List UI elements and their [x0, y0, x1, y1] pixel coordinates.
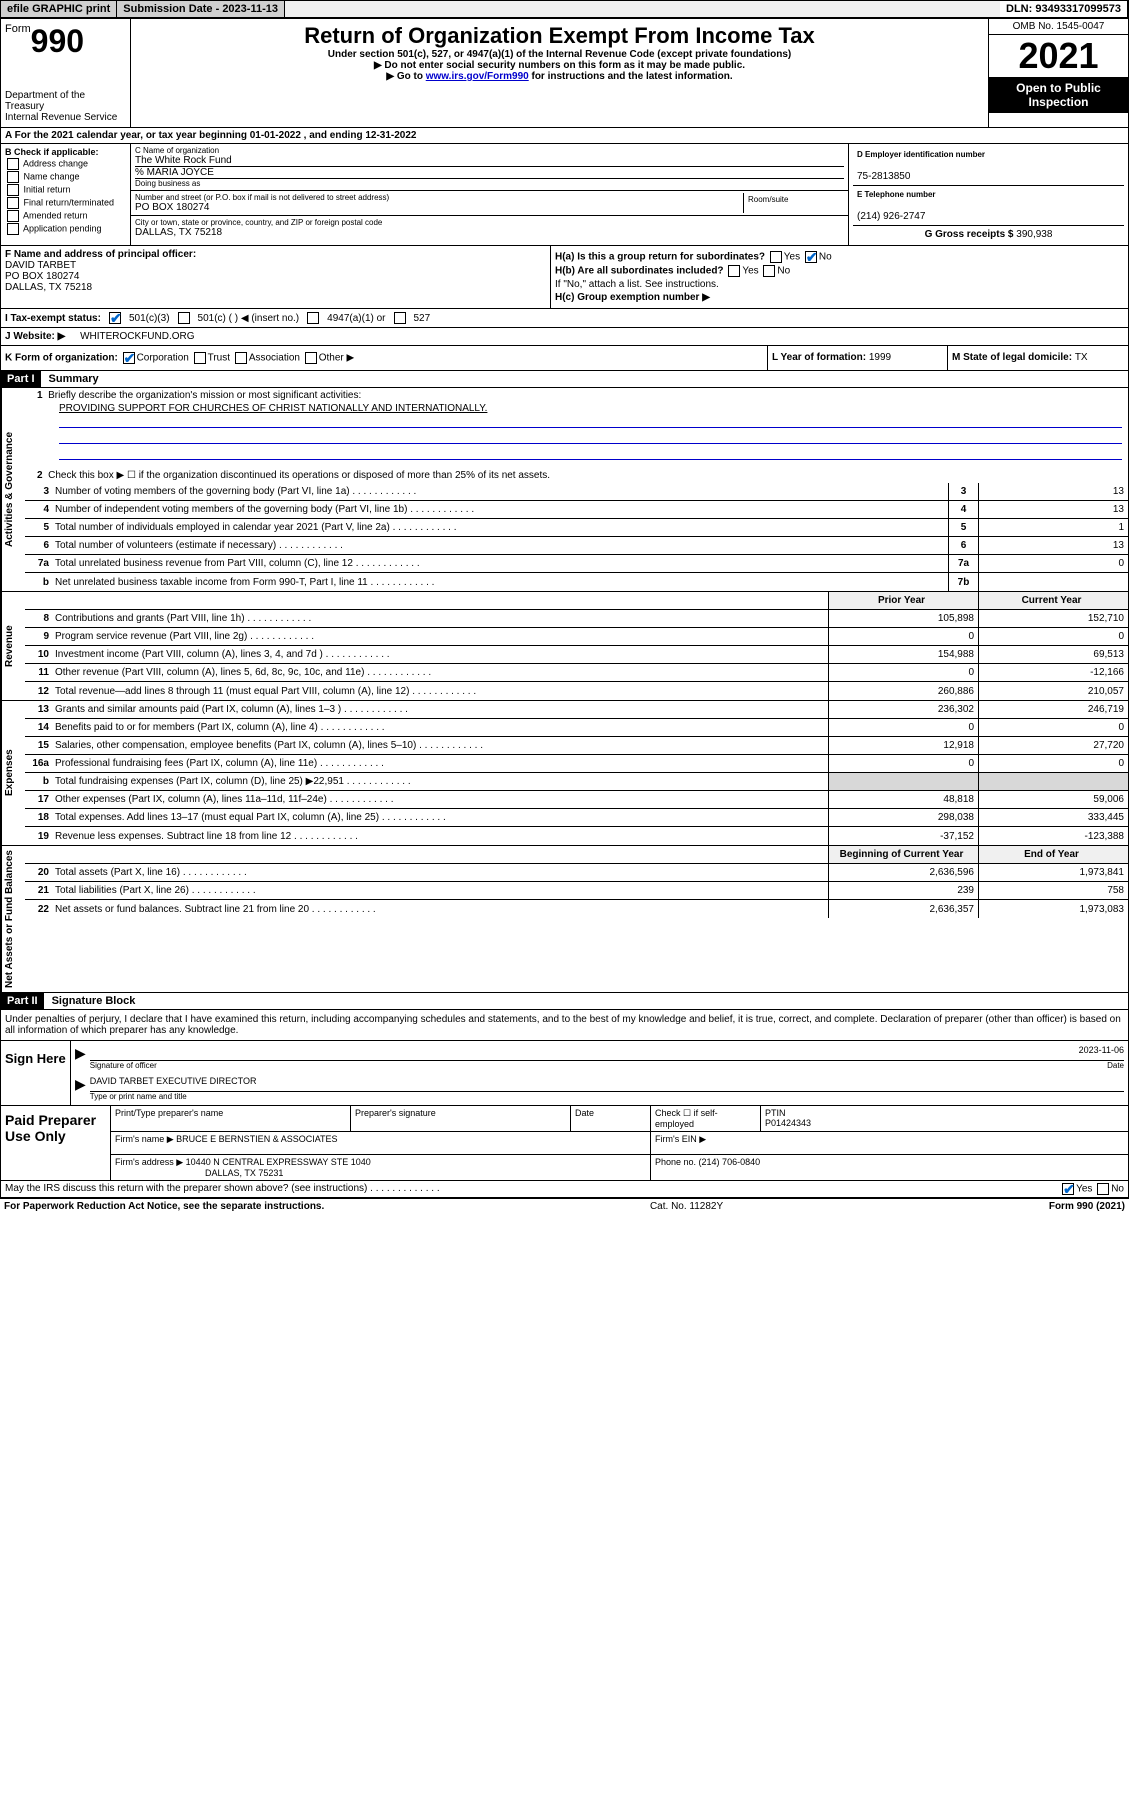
addr-box: Number and street (or P.O. box if mail i… — [131, 191, 848, 216]
section-b-to-g: B Check if applicable: Address change Na… — [1, 144, 1128, 246]
form-num: 990 — [31, 23, 84, 59]
part2-badge: Part II — [1, 993, 44, 1009]
city-box: City or town, state or province, country… — [131, 216, 848, 240]
city-state-zip: DALLAS, TX 75218 — [135, 227, 844, 238]
ein: 75-2813850 — [857, 171, 910, 182]
hb-no[interactable] — [763, 265, 775, 277]
summary-table: Activities & Governance1 Briefly describ… — [1, 388, 1128, 993]
colb-item: Final return/terminated — [5, 197, 126, 209]
col-h: H(a) Is this a group return for subordin… — [551, 246, 1128, 308]
dln: DLN: 93493317099573 — [1000, 1, 1128, 17]
omb-number: OMB No. 1545-0047 — [989, 19, 1128, 35]
declaration-text: Under penalties of perjury, I declare th… — [1, 1010, 1128, 1041]
section-f-h: F Name and address of principal officer:… — [1, 246, 1128, 309]
paid-preparer-row: Paid Preparer Use Only Print/Type prepar… — [1, 1106, 1128, 1181]
colb-item: Initial return — [5, 184, 126, 196]
cat-no: Cat. No. 11282Y — [650, 1201, 723, 1212]
col-d-to-g: D Employer identification number75-28138… — [848, 144, 1128, 245]
care-of: % MARIA JOYCE — [135, 166, 844, 178]
form-frame: Form990 Department of the Treasury Inter… — [0, 18, 1129, 1199]
row-k-l-m: K Form of organization: Corporation Trus… — [1, 346, 1128, 371]
firm-name: BRUCE E BERNSTIEN & ASSOCIATES — [176, 1134, 337, 1144]
open-inspection: Open to Public Inspection — [989, 77, 1128, 113]
colb-item: Name change — [5, 171, 126, 183]
row-j-website: J Website: ▶ WHITEROCKFUND.ORG — [1, 328, 1128, 346]
year-formed: 1999 — [869, 352, 891, 363]
ha-yes[interactable] — [770, 251, 782, 263]
col-b-checkboxes: B Check if applicable: Address change Na… — [1, 144, 131, 245]
irs-link[interactable]: www.irs.gov/Form990 — [426, 71, 529, 82]
subtitle-1: Under section 501(c), 527, or 4947(a)(1)… — [135, 49, 984, 60]
dept-text: Department of the Treasury Internal Reve… — [5, 90, 126, 123]
sign-here-row: Sign Here ▶ 2023-11-06 Signature of offi… — [1, 1041, 1128, 1106]
form-number-col: Form990 Department of the Treasury Inter… — [1, 19, 131, 127]
phone: (214) 926-2747 — [857, 211, 925, 222]
page-footer: For Paperwork Reduction Act Notice, see … — [0, 1199, 1129, 1214]
colb-item: Application pending — [5, 223, 126, 235]
col-f: F Name and address of principal officer:… — [1, 246, 551, 308]
subdate: Submission Date - 2023-11-13 — [117, 1, 285, 17]
domicile-state: TX — [1075, 352, 1088, 363]
officer-printed-name: DAVID TARBET EXECUTIVE DIRECTOR — [90, 1076, 257, 1091]
colb-item: Address change — [5, 158, 126, 170]
header-row: Form990 Department of the Treasury Inter… — [1, 19, 1128, 128]
colb-item: Amended return — [5, 210, 126, 222]
col-c: C Name of organization The White Rock Fu… — [131, 144, 848, 245]
org-name: The White Rock Fund — [135, 155, 844, 166]
k-corp[interactable] — [123, 352, 135, 364]
firm-address: 10440 N CENTRAL EXPRESSWAY STE 1040 — [186, 1157, 371, 1167]
website-url: WHITEROCKFUND.ORG — [80, 331, 194, 342]
col-b-header: B Check if applicable: — [5, 147, 126, 157]
row-a-taxyear: A For the 2021 calendar year, or tax yea… — [1, 128, 1128, 144]
part1-header: Part I Summary — [1, 371, 1128, 388]
officer-name: DAVID TARBET — [5, 260, 76, 271]
discuss-row: May the IRS discuss this return with the… — [1, 1181, 1128, 1198]
omb-col: OMB No. 1545-0047 2021 Open to Public In… — [988, 19, 1128, 127]
gross-receipts: 390,938 — [1016, 229, 1052, 240]
tax-year: 2021 — [989, 35, 1128, 77]
org-name-box: C Name of organization The White Rock Fu… — [131, 144, 848, 191]
ha-no[interactable] — [805, 251, 817, 263]
discuss-no[interactable] — [1097, 1183, 1109, 1195]
501c3-check[interactable] — [109, 312, 121, 324]
street-address: PO BOX 180274 — [135, 202, 743, 213]
preparer-label: Paid Preparer Use Only — [1, 1106, 111, 1180]
row-i-tax-status: I Tax-exempt status: 501(c)(3) 501(c) ( … — [1, 309, 1128, 328]
part1-badge: Part I — [1, 371, 41, 387]
subtitle-3: ▶ Go to www.irs.gov/Form990 for instruct… — [135, 71, 984, 82]
efile-btn[interactable]: efile GRAPHIC print — [1, 1, 117, 17]
title-col: Return of Organization Exempt From Incom… — [131, 19, 988, 127]
form-title: Return of Organization Exempt From Incom… — [135, 23, 984, 49]
hb-yes[interactable] — [728, 265, 740, 277]
top-bar: efile GRAPHIC print Submission Date - 20… — [0, 0, 1129, 18]
sign-date: 2023-11-06 — [1079, 1045, 1124, 1060]
part2-header: Part II Signature Block — [1, 993, 1128, 1010]
sign-here-label: Sign Here — [1, 1041, 71, 1105]
firm-phone: (214) 706-0840 — [699, 1157, 761, 1167]
form-prefix: Form — [5, 23, 31, 35]
discuss-yes[interactable] — [1062, 1183, 1074, 1195]
ptin: P01424343 — [765, 1118, 811, 1128]
subtitle-2: ▶ Do not enter social security numbers o… — [135, 60, 984, 71]
